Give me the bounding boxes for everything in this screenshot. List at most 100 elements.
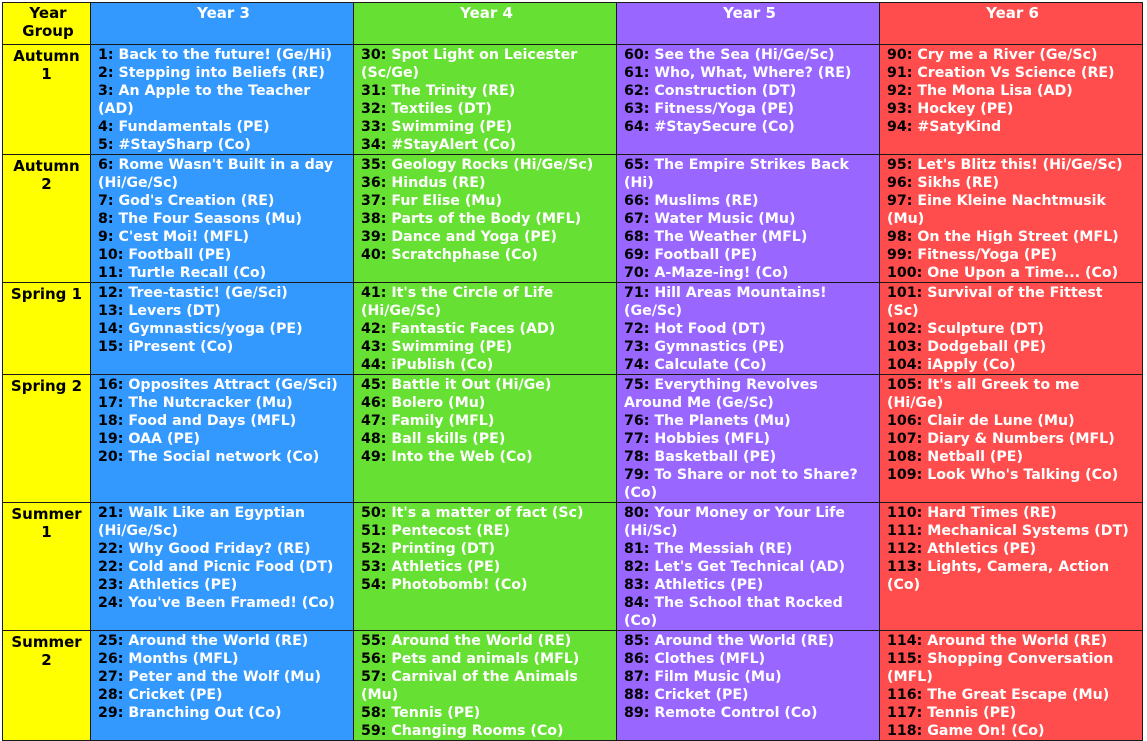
unit-title: #StayAlert (Co) <box>391 137 516 153</box>
unit-item: 112: Athletics (PE) <box>887 540 1138 558</box>
unit-title: Athletics (PE) <box>391 559 501 575</box>
unit-title: Athletics (PE) <box>927 541 1037 557</box>
unit-title: The School that Rocked (Co) <box>624 595 843 629</box>
unit-cell: 35: Geology Rocks (Hi/Ge/Sc) 36: Hindus (… <box>353 154 617 283</box>
unit-title: #StaySecure (Co) <box>654 119 795 135</box>
term-label-line: 2 <box>41 175 52 193</box>
unit-title: iApply (Co) <box>927 357 1016 373</box>
unit-item: 43: Swimming (PE) <box>361 338 612 356</box>
unit-item: 14: Gymnastics/yoga (PE) <box>98 320 349 338</box>
unit-item: 86: Clothes (MFL) <box>624 650 875 668</box>
unit-title: Opposites Attract (Ge/Sci) <box>128 377 338 393</box>
unit-title: Water Music (Mu) <box>654 211 796 227</box>
unit-item: 34: #StayAlert (Co) <box>361 136 612 154</box>
unit-title: Hindus (RE) <box>391 175 486 191</box>
unit-number: 15: <box>98 339 124 355</box>
unit-title: Football (PE) <box>128 247 232 263</box>
unit-item: 98: On the High Street (MFL) <box>887 228 1138 246</box>
unit-title: Battle it Out (Hi/Ge) <box>391 377 552 393</box>
unit-item: 68: The Weather (MFL) <box>624 228 875 246</box>
unit-item: 21: Walk Like an Egyptian (Hi/Ge/Sc) <box>98 504 349 540</box>
unit-title: Let's Get Technical (AD) <box>654 559 845 575</box>
unit-number: 71: <box>624 285 650 301</box>
unit-item: 105: It's all Greek to me (Hi/Ge) <box>887 376 1138 412</box>
unit-item: 38: Parts of the Body (MFL) <box>361 210 612 228</box>
unit-title: Clair de Lune (Mu) <box>927 413 1075 429</box>
unit-title: Gymnastics/yoga (PE) <box>128 321 303 337</box>
unit-item: 101: Survival of the Fittest (Sc) <box>887 284 1138 320</box>
unit-item: 48: Ball skills (PE) <box>361 430 612 448</box>
unit-number: 87: <box>624 669 650 685</box>
unit-number: 73: <box>624 339 650 355</box>
unit-number: 117: <box>887 705 923 721</box>
unit-item: 45: Battle it Out (Hi/Ge) <box>361 376 612 394</box>
unit-item: 58: Tennis (PE) <box>361 704 612 722</box>
unit-number: 19: <box>98 431 124 447</box>
unit-title: Swimming (PE) <box>391 339 513 355</box>
unit-number: 22: <box>98 559 124 575</box>
unit-number: 101: <box>887 285 923 301</box>
unit-title: Spot Light on Leicester (Sc/Ge) <box>361 47 578 81</box>
unit-title: iPresent (Co) <box>128 339 234 355</box>
unit-title: Into the Web (Co) <box>391 449 533 465</box>
unit-number: 77: <box>624 431 650 447</box>
unit-title: It's all Greek to me (Hi/Ge) <box>887 377 1080 411</box>
unit-number: 31: <box>361 83 387 99</box>
unit-item: 81: The Messiah (RE) <box>624 540 875 558</box>
unit-number: 51: <box>361 523 387 539</box>
unit-number: 33: <box>361 119 387 135</box>
unit-cell: 30: Spot Light on Leicester (Sc/Ge) 31: T… <box>353 44 617 155</box>
unit-item: 17: The Nutcracker (Mu) <box>98 394 349 412</box>
unit-item: 85: Around the World (RE) <box>624 632 875 650</box>
unit-title: An Apple to the Teacher (AD) <box>98 83 311 117</box>
unit-item: 91: Creation Vs Science (RE) <box>887 64 1138 82</box>
unit-number: 100: <box>887 265 923 281</box>
unit-number: 102: <box>887 321 923 337</box>
unit-number: 28: <box>98 687 124 703</box>
unit-cell: 25: Around the World (RE) 26: Months (MFL… <box>90 630 354 741</box>
unit-number: 83: <box>624 577 650 593</box>
unit-number: 50: <box>361 505 387 521</box>
unit-item: 27: Peter and the Wolf (Mu) <box>98 668 349 686</box>
year-4-header: Year 4 <box>353 2 617 45</box>
term-label-line: 1 <box>41 523 52 541</box>
unit-item: 44: iPublish (Co) <box>361 356 612 374</box>
unit-title: Pentecost (RE) <box>391 523 510 539</box>
unit-number: 5: <box>98 137 114 153</box>
unit-item: 49: Into the Web (Co) <box>361 448 612 466</box>
unit-number: 104: <box>887 357 923 373</box>
unit-title: #StaySharp (Co) <box>118 137 251 153</box>
unit-item: 108: Netball (PE) <box>887 448 1138 466</box>
unit-item: 63: Fitness/Yoga (PE) <box>624 100 875 118</box>
unit-number: 54: <box>361 577 387 593</box>
unit-item: 33: Swimming (PE) <box>361 118 612 136</box>
unit-item: 88: Cricket (PE) <box>624 686 875 704</box>
unit-title: Tree-tastic! (Ge/Sci) <box>128 285 288 301</box>
unit-cell: 71: Hill Areas Mountains! (Ge/Sc) 72: Hot… <box>616 282 880 375</box>
unit-number: 118: <box>887 723 923 739</box>
unit-number: 66: <box>624 193 650 209</box>
term-row: Summer 2 25: Around the World (RE) 26: Mont… <box>2 630 1143 741</box>
unit-item: 80: Your Money or Your Life (Hi/Sc) <box>624 504 875 540</box>
unit-cell: 114: Around the World (RE) 115: Shopping … <box>879 630 1143 741</box>
unit-number: 3: <box>98 83 114 99</box>
unit-number: 2: <box>98 65 114 81</box>
unit-item: 13: Levers (DT) <box>98 302 349 320</box>
unit-number: 60: <box>624 47 650 63</box>
unit-number: 86: <box>624 651 650 667</box>
unit-number: 20: <box>98 449 124 465</box>
unit-item: 2: Stepping into Beliefs (RE) <box>98 64 349 82</box>
unit-number: 62: <box>624 83 650 99</box>
unit-item: 66: Muslims (RE) <box>624 192 875 210</box>
unit-number: 59: <box>361 723 387 739</box>
unit-cell: 50: It's a matter of fact (Sc) 51: Pentec… <box>353 502 617 631</box>
term-label: Spring 2 <box>2 374 91 503</box>
unit-item: 41: It's the Circle of Life (Hi/Ge/Sc) <box>361 284 612 320</box>
unit-title: Rome Wasn't Built in a day (Hi/Ge/Sc) <box>98 157 334 191</box>
unit-item: 110: Hard Times (RE) <box>887 504 1138 522</box>
unit-item: 115: Shopping Conversation (MFL) <box>887 650 1138 686</box>
unit-title: The Messiah (RE) <box>654 541 793 557</box>
unit-item: 40: Scratchphase (Co) <box>361 246 612 264</box>
unit-cell: 85: Around the World (RE) 86: Clothes (MF… <box>616 630 880 741</box>
unit-number: 46: <box>361 395 387 411</box>
